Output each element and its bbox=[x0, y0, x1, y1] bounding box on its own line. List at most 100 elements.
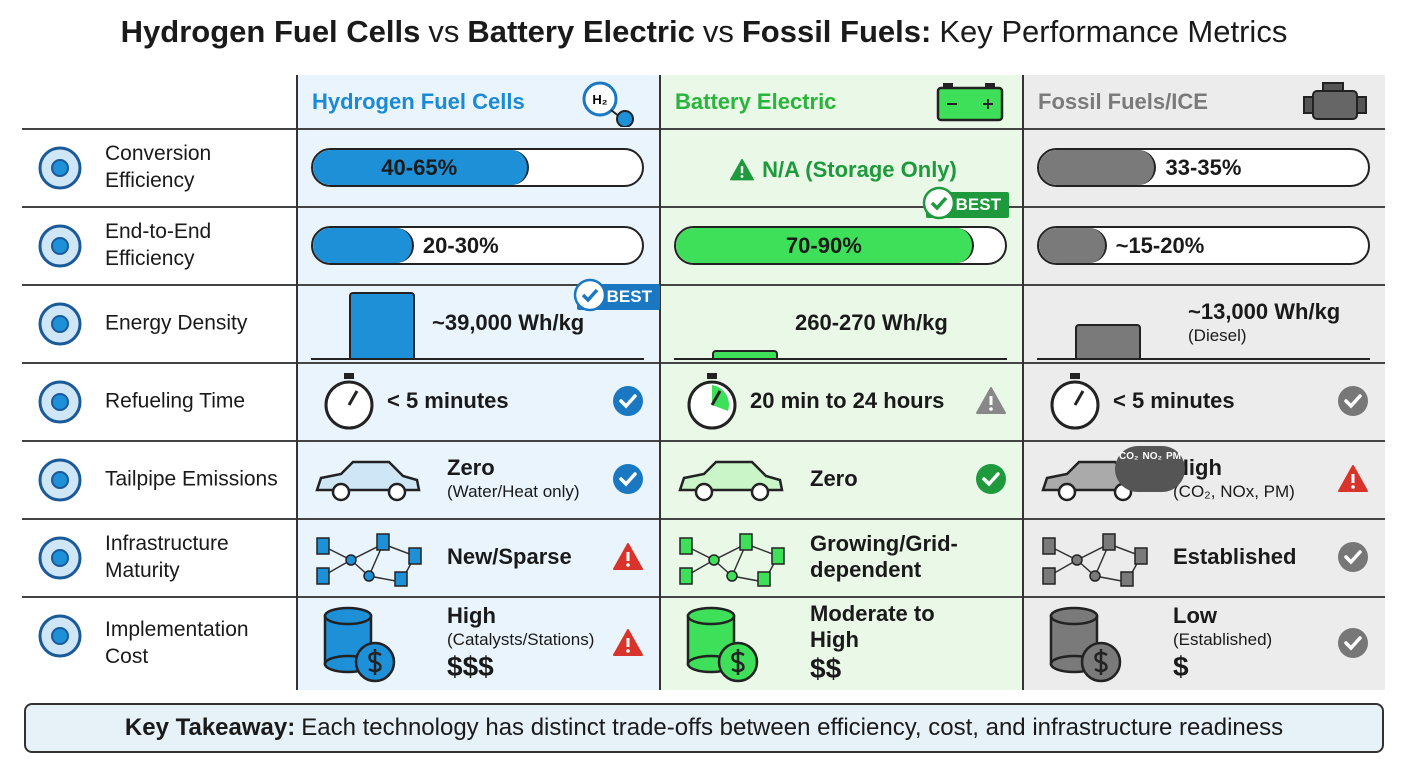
row-icon bbox=[38, 302, 82, 346]
warning-icon bbox=[976, 387, 1006, 414]
bar-track bbox=[311, 148, 644, 187]
cell: High (Catalysts/Stations) $$$ bbox=[297, 596, 660, 690]
stopwatch-icon bbox=[1050, 373, 1100, 430]
warning-icon bbox=[1338, 465, 1368, 492]
text-block: ~39,000 Wh/kg bbox=[432, 310, 584, 336]
title-part: Hydrogen Fuel Cells bbox=[120, 14, 421, 49]
cell: Zero (Water/Heat only) bbox=[297, 440, 660, 518]
battery-icon bbox=[936, 83, 1004, 122]
emission-cloud: CO₂ NO₂ PM bbox=[1115, 446, 1185, 492]
cell: ~39,000 Wh/kg BEST bbox=[297, 278, 660, 362]
column-header: Fossil Fuels/ICE bbox=[1023, 75, 1385, 128]
text-block: High (Catalysts/Stations) $$$ bbox=[447, 603, 617, 683]
check-icon bbox=[976, 464, 1006, 494]
column-name: Hydrogen Fuel Cells bbox=[312, 89, 525, 114]
text-block: < 5 minutes bbox=[1113, 388, 1343, 414]
main-text: Moderate to High bbox=[810, 601, 935, 652]
col-line bbox=[296, 75, 298, 690]
cell: Zero bbox=[660, 440, 1023, 518]
bar-text: 40-65% bbox=[381, 155, 458, 180]
note: N/A (Storage Only) bbox=[660, 154, 1023, 186]
note-text: N/A (Storage Only) bbox=[762, 157, 957, 182]
baseline bbox=[1037, 358, 1370, 360]
stopwatch-icon bbox=[687, 373, 737, 430]
stopwatch-icon bbox=[324, 373, 374, 430]
text-block: Low (Established) $ bbox=[1173, 603, 1343, 683]
cost-text: $$ bbox=[810, 653, 842, 684]
cell: New/Sparse bbox=[297, 518, 660, 596]
cell: ~15-20% bbox=[1023, 206, 1385, 284]
cost-text: $ bbox=[1173, 651, 1189, 682]
baseline bbox=[674, 358, 1007, 360]
network-icon bbox=[316, 533, 422, 587]
bar-fill bbox=[313, 228, 414, 263]
cell: < 5 minutes bbox=[297, 362, 660, 440]
row-line bbox=[22, 596, 1385, 598]
cell: Growing/Grid-dependent bbox=[660, 518, 1023, 596]
row-icon bbox=[38, 536, 82, 580]
column-name: Fossil Fuels/ICE bbox=[1038, 89, 1208, 114]
density-bar bbox=[1075, 324, 1141, 358]
sub-text: (Established) bbox=[1173, 630, 1273, 649]
title-part: Fossil Fuels: bbox=[741, 14, 932, 49]
title: Hydrogen Fuel Cells vs Battery Electric vs F… bbox=[0, 14, 1408, 50]
bar-text: 33-35% bbox=[1165, 155, 1242, 180]
h2-icon: H₂ bbox=[582, 81, 634, 127]
row-line bbox=[22, 206, 1385, 208]
row-label: Refueling Time bbox=[105, 389, 246, 413]
cell: Moderate to High $$ bbox=[660, 596, 1023, 690]
cell: 20-30% bbox=[297, 206, 660, 284]
cost-text: $$$ bbox=[447, 651, 494, 682]
bar-fill bbox=[1039, 228, 1107, 263]
row-header: Implementation Cost bbox=[22, 596, 297, 690]
bar-fill bbox=[313, 150, 529, 185]
bar-track bbox=[311, 226, 644, 265]
row-line bbox=[22, 518, 1385, 520]
main-text: Zero bbox=[447, 455, 495, 480]
main-text: < 5 minutes bbox=[387, 388, 509, 413]
cell: < 5 minutes bbox=[1023, 362, 1385, 440]
text-block: Zero (Water/Heat only) bbox=[447, 455, 617, 503]
cell: 260-270 Wh/kg bbox=[660, 284, 1023, 362]
network-icon bbox=[679, 533, 785, 587]
check-icon bbox=[1338, 542, 1368, 572]
row-label: Infrastructure Maturity bbox=[105, 532, 229, 582]
coins-icon bbox=[686, 606, 759, 683]
warning-icon bbox=[730, 158, 755, 181]
cell: ~13,000 Wh/kg (Diesel) bbox=[1023, 284, 1385, 362]
badge-check bbox=[922, 186, 955, 220]
title-part: vs bbox=[702, 14, 734, 49]
cell: 20 min to 24 hours bbox=[660, 362, 1023, 440]
best-badge: BEST bbox=[573, 278, 660, 312]
column-name: Battery Electric bbox=[675, 89, 837, 114]
warning-icon bbox=[613, 629, 643, 656]
cloud-text: CO₂ bbox=[1119, 451, 1139, 462]
check-icon bbox=[1338, 386, 1368, 416]
row-header: Energy Density bbox=[22, 284, 297, 362]
car-icon bbox=[678, 460, 784, 502]
bar-fill bbox=[676, 228, 975, 263]
car-icon bbox=[315, 460, 421, 502]
row-line bbox=[22, 128, 1385, 130]
row-header: Refueling Time bbox=[22, 362, 297, 440]
baseline bbox=[311, 358, 644, 360]
row-label: Conversion Efficiency bbox=[105, 142, 212, 192]
text-block: Moderate to High $$ bbox=[810, 601, 980, 685]
main-text: Zero bbox=[810, 466, 858, 491]
text-block: ~13,000 Wh/kg (Diesel) bbox=[1188, 299, 1340, 347]
col-line bbox=[1022, 75, 1024, 690]
main-text: Established bbox=[1173, 544, 1297, 569]
coins-icon bbox=[323, 606, 396, 683]
bar-track bbox=[1037, 226, 1370, 265]
main-text: New/Sparse bbox=[447, 544, 572, 569]
row-icon bbox=[38, 614, 82, 658]
main-text: Growing/Grid-dependent bbox=[810, 531, 958, 582]
row-label: Implementation Cost bbox=[105, 618, 249, 668]
sub-text: (CO₂, NOx, PM) bbox=[1173, 482, 1295, 501]
row-header: End-to-End Efficiency bbox=[22, 206, 297, 284]
row-icon bbox=[38, 458, 82, 502]
sub-text: (Diesel) bbox=[1188, 326, 1247, 345]
row-header: Conversion Efficiency bbox=[22, 128, 297, 206]
column-header: Hydrogen Fuel Cells H₂ bbox=[297, 75, 660, 128]
bar-text: 20-30% bbox=[422, 233, 499, 258]
